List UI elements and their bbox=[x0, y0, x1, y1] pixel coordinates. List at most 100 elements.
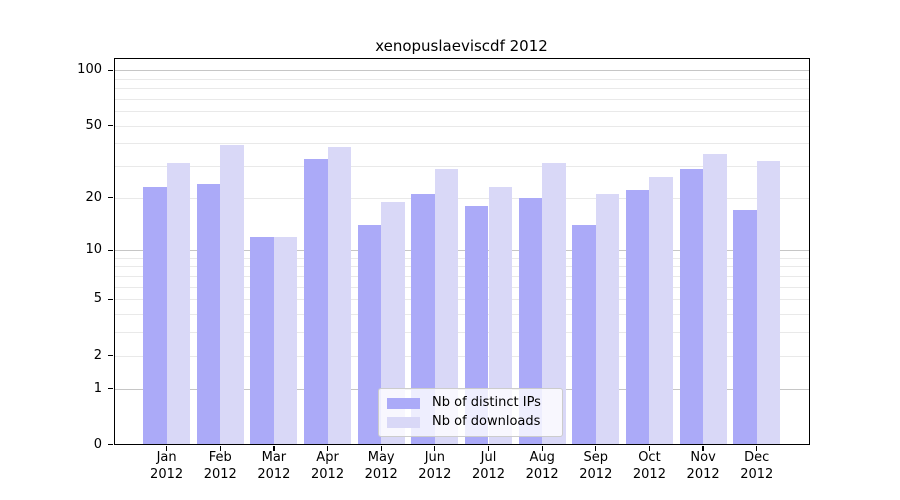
x-tick-mark bbox=[648, 445, 651, 451]
bar-nb-of-distinct-ips-may-2012 bbox=[357, 224, 382, 445]
x-tick-label: Sep 2012 bbox=[563, 449, 629, 483]
major-gridline bbox=[114, 70, 809, 72]
x-tick-mark bbox=[380, 445, 382, 451]
x-tick-mark bbox=[273, 445, 275, 451]
x-tick-mark bbox=[756, 445, 758, 451]
x-tick-mark bbox=[487, 445, 490, 451]
y-tick-label: 2 bbox=[93, 347, 102, 363]
bar-nb-of-downloads-aug-2012 bbox=[542, 163, 566, 445]
y-tick-mark bbox=[108, 197, 113, 199]
bar-nb-of-distinct-ips-jan-2012 bbox=[143, 186, 167, 445]
bar-nb-of-downloads-nov-2012 bbox=[703, 153, 727, 445]
minor-gridline bbox=[114, 266, 809, 268]
legend-label-downloads: Nb of downloads bbox=[432, 414, 541, 429]
minor-gridline bbox=[114, 78, 809, 80]
x-tick-label-month: Aug bbox=[529, 450, 555, 465]
x-tick-label: Nov 2012 bbox=[670, 449, 736, 483]
bar-nb-of-distinct-ips-jul-2012 bbox=[464, 205, 489, 445]
x-tick-label-year: 2012 bbox=[579, 467, 613, 482]
legend-item-downloads: Nb of downloads bbox=[387, 413, 554, 432]
minor-gridline bbox=[114, 98, 809, 100]
minor-gridline bbox=[114, 166, 809, 168]
x-tick-label: Feb 2012 bbox=[187, 449, 253, 483]
y-tick-mark bbox=[108, 387, 113, 390]
x-tick-label: Aug 2012 bbox=[509, 449, 575, 483]
bar-nb-of-downloads-may-2012 bbox=[381, 201, 405, 445]
x-tick-label-month: Apr bbox=[316, 450, 339, 465]
x-tick-label-year: 2012 bbox=[150, 467, 184, 482]
legend-item-distinct-ips: Nb of distinct IPs bbox=[387, 394, 554, 413]
y-tick-mark bbox=[108, 298, 113, 301]
minor-gridline bbox=[114, 111, 809, 113]
x-tick-label-year: 2012 bbox=[203, 467, 237, 482]
bar-nb-of-downloads-dec-2012 bbox=[756, 160, 781, 445]
minor-gridline bbox=[114, 314, 809, 316]
x-tick-label: Jan 2012 bbox=[134, 449, 200, 483]
x-tick-mark bbox=[165, 445, 168, 451]
minor-gridline bbox=[114, 276, 809, 278]
x-tick-label-year: 2012 bbox=[311, 467, 345, 482]
y-tick-mark bbox=[108, 355, 113, 357]
y-tick-mark bbox=[108, 444, 113, 446]
bar-nb-of-distinct-ips-aug-2012 bbox=[518, 197, 543, 445]
y-tick-label: 50 bbox=[85, 117, 102, 133]
x-tick-label-month: Oct bbox=[638, 450, 661, 465]
x-tick-mark bbox=[326, 445, 329, 451]
bar-nb-of-distinct-ips-apr-2012 bbox=[303, 158, 328, 445]
y-tick-label: 1 bbox=[93, 380, 102, 396]
minor-gridline bbox=[114, 197, 809, 199]
x-tick-mark bbox=[434, 445, 436, 451]
x-tick-label-month: May bbox=[367, 450, 395, 465]
legend-swatch-downloads bbox=[387, 416, 420, 428]
x-tick-mark bbox=[541, 445, 543, 451]
x-tick-label-year: 2012 bbox=[740, 467, 774, 482]
bar-nb-of-downloads-jun-2012 bbox=[434, 168, 459, 445]
minor-gridline bbox=[114, 299, 809, 301]
x-tick-label-year: 2012 bbox=[418, 467, 452, 482]
x-tick-label-month: Feb bbox=[208, 450, 232, 465]
y-tick-mark bbox=[108, 249, 113, 251]
x-tick-label: Dec 2012 bbox=[724, 449, 790, 483]
x-tick-mark bbox=[219, 445, 221, 451]
bar-nb-of-distinct-ips-feb-2012 bbox=[196, 183, 221, 445]
x-tick-label-year: 2012 bbox=[686, 467, 720, 482]
minor-gridline bbox=[114, 88, 809, 90]
x-tick-mark bbox=[595, 445, 597, 451]
minor-gridline bbox=[114, 286, 809, 288]
x-tick-label: Oct 2012 bbox=[616, 449, 682, 483]
x-tick-label-year: 2012 bbox=[257, 467, 291, 482]
x-tick-label-year: 2012 bbox=[632, 467, 666, 482]
bar-nb-of-downloads-jan-2012 bbox=[166, 163, 191, 445]
x-tick-label: Mar 2012 bbox=[241, 449, 307, 483]
y-tick-mark bbox=[108, 69, 113, 71]
x-tick-label-month: Mar bbox=[261, 450, 287, 465]
bar-nb-of-distinct-ips-mar-2012 bbox=[250, 236, 274, 445]
bar-nb-of-downloads-feb-2012 bbox=[220, 145, 244, 445]
y-tick-label: 100 bbox=[77, 62, 102, 78]
y-tick-label: 5 bbox=[93, 291, 102, 307]
major-gridline bbox=[114, 250, 809, 252]
x-tick-label-year: 2012 bbox=[364, 467, 398, 482]
x-tick-label-month: Jun bbox=[424, 450, 445, 465]
y-tick-mark bbox=[108, 125, 113, 127]
bar-nb-of-distinct-ips-oct-2012 bbox=[625, 190, 650, 445]
chart-title: xenopuslaeviscdf 2012 bbox=[375, 37, 548, 55]
x-tick-label: Apr 2012 bbox=[295, 449, 361, 483]
bar-nb-of-distinct-ips-nov-2012 bbox=[679, 168, 704, 445]
y-tick-label: 20 bbox=[85, 189, 102, 205]
legend: Nb of distinct IPs Nb of downloads bbox=[378, 388, 563, 437]
bar-nb-of-distinct-ips-jun-2012 bbox=[411, 193, 435, 445]
x-tick-label-year: 2012 bbox=[471, 467, 506, 482]
minor-gridline bbox=[114, 125, 809, 127]
x-tick-label-year: 2012 bbox=[525, 467, 559, 482]
legend-swatch-distinct-ips bbox=[387, 397, 420, 409]
minor-gridline bbox=[114, 257, 809, 259]
minor-gridline bbox=[114, 143, 809, 145]
bar-nb-of-downloads-sep-2012 bbox=[595, 193, 620, 445]
x-tick-label: Jul 2012 bbox=[456, 449, 522, 483]
x-tick-label-month: Jan bbox=[156, 450, 177, 465]
y-tick-label: 0 bbox=[93, 436, 102, 452]
bar-nb-of-distinct-ips-dec-2012 bbox=[733, 210, 757, 445]
x-tick-label-month: Nov bbox=[690, 450, 716, 465]
